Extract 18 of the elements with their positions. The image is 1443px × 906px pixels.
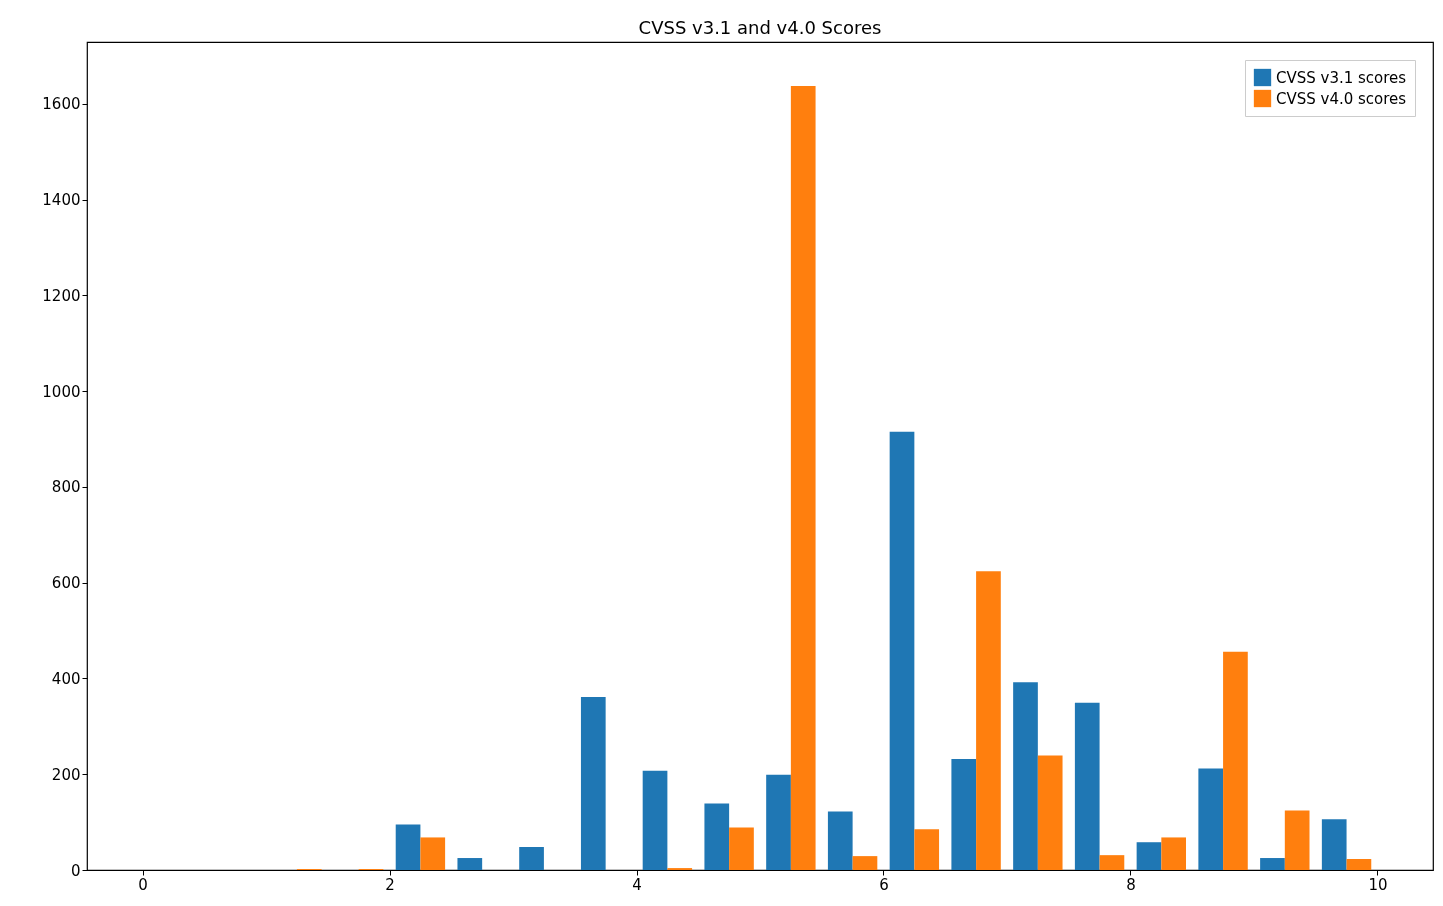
y-tick-label: 1000 xyxy=(42,382,81,401)
y-tick-label: 1600 xyxy=(42,95,81,114)
x-tick-label: 0 xyxy=(138,875,148,894)
legend-label: CVSS v3.1 scores xyxy=(1276,68,1407,87)
chart-title: CVSS v3.1 and v4.0 Scores xyxy=(638,17,882,38)
y-tick-label: 600 xyxy=(51,574,81,593)
y-tick-label: 1400 xyxy=(42,191,81,210)
x-tick-label: 4 xyxy=(632,875,642,894)
x-tick-label: 10 xyxy=(1368,875,1388,894)
y-tick-label: 1200 xyxy=(42,286,81,305)
x-tick-label: 2 xyxy=(385,875,395,894)
y-tick-label: 800 xyxy=(51,478,81,497)
x-tick-label: 6 xyxy=(879,875,889,894)
y-tick-label: 400 xyxy=(51,669,81,688)
legend-label: CVSS v4.0 scores xyxy=(1276,89,1407,108)
y-tick-label: 200 xyxy=(51,765,81,784)
y-tick-label: 0 xyxy=(70,861,81,880)
x-tick-label: 8 xyxy=(1126,875,1136,894)
